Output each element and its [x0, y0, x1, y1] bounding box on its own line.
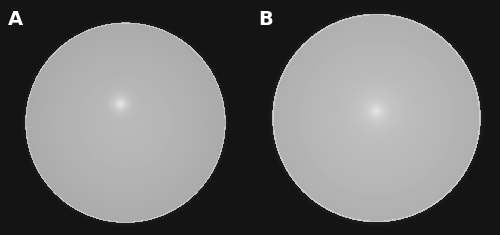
- Text: A: A: [8, 10, 23, 29]
- Text: B: B: [258, 10, 274, 29]
